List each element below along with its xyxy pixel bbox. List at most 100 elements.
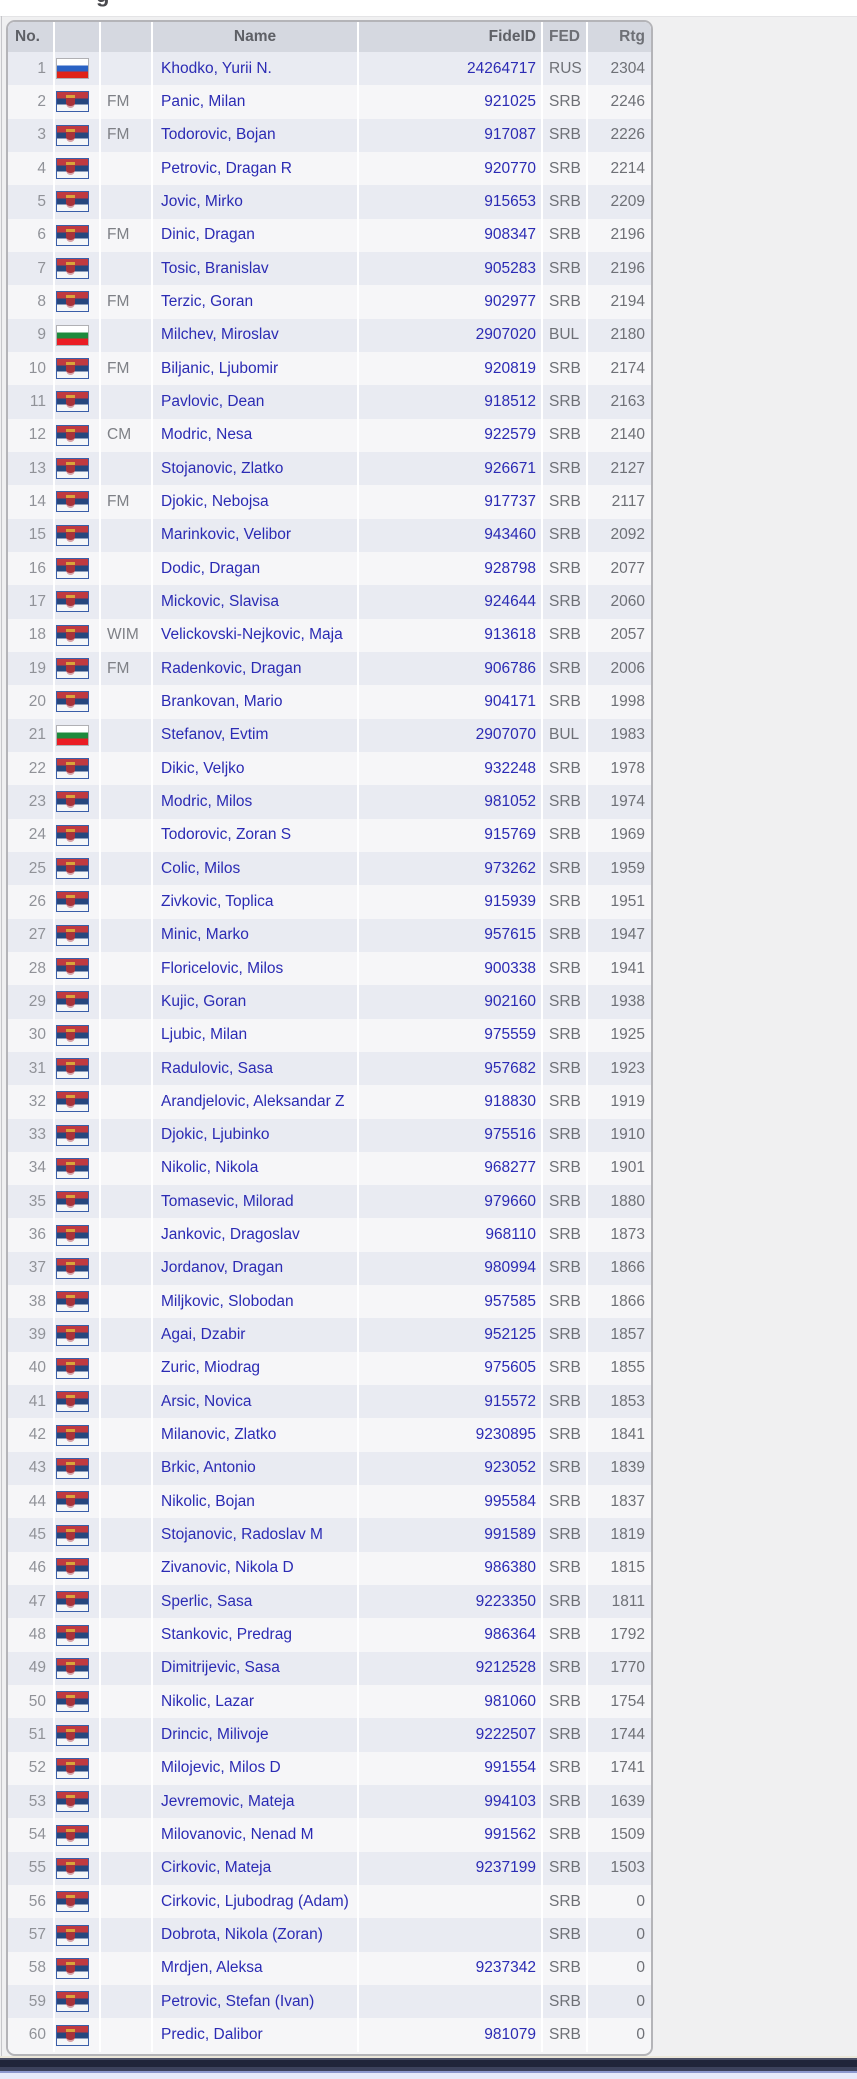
player-name-link[interactable]: Dikic, Veljko: [161, 759, 245, 777]
player-name-link[interactable]: Petrovic, Stefan (Ivan): [161, 1992, 315, 2010]
player-name-link[interactable]: Minic, Marko: [161, 926, 249, 944]
fideid-link[interactable]: 986364: [484, 1626, 536, 1644]
player-name-link[interactable]: Petrovic, Dragan R: [161, 159, 292, 177]
fideid-link[interactable]: 9237199: [475, 1859, 536, 1877]
player-name-link[interactable]: Milchev, Miroslav: [161, 326, 279, 344]
player-name-link[interactable]: Khodko, Yurii N.: [161, 59, 272, 77]
fideid-link[interactable]: 975559: [484, 1026, 536, 1044]
player-name-link[interactable]: Tomasevic, Milorad: [161, 1192, 294, 1210]
fideid-link[interactable]: 991554: [484, 1759, 536, 1777]
fideid-link[interactable]: 921025: [484, 92, 536, 110]
player-name-link[interactable]: Stankovic, Predrag: [161, 1626, 292, 1644]
player-name-link[interactable]: Mickovic, Slavisa: [161, 592, 279, 610]
player-name-link[interactable]: Colic, Milos: [161, 859, 241, 877]
fideid-link[interactable]: 915939: [484, 892, 536, 910]
fideid-link[interactable]: 952125: [484, 1326, 536, 1344]
player-name-link[interactable]: Radulovic, Sasa: [161, 1059, 274, 1077]
player-name-link[interactable]: Nikolic, Lazar: [161, 1692, 255, 1710]
player-name-link[interactable]: Ljubic, Milan: [161, 1026, 248, 1044]
fideid-link[interactable]: 902160: [484, 992, 536, 1010]
fideid-link[interactable]: 926671: [484, 459, 536, 477]
fideid-link[interactable]: 968277: [484, 1159, 536, 1177]
player-name-link[interactable]: Biljanic, Ljubomir: [161, 359, 279, 377]
fideid-link[interactable]: 915769: [484, 826, 536, 844]
fideid-link[interactable]: 9222507: [475, 1726, 536, 1744]
fideid-link[interactable]: 9237342: [475, 1959, 536, 1977]
player-name-link[interactable]: Stojanovic, Radoslav M: [161, 1526, 323, 1544]
player-name-link[interactable]: Jordanov, Dragan: [161, 1259, 284, 1277]
player-name-link[interactable]: Velickovski-Nejkovic, Maja: [161, 626, 343, 644]
fideid-link[interactable]: 24264717: [467, 59, 536, 77]
player-name-link[interactable]: Jevremovic, Mateja: [161, 1792, 295, 1810]
player-name-link[interactable]: Nikolic, Bojan: [161, 1492, 255, 1510]
fideid-link[interactable]: 995584: [484, 1492, 536, 1510]
fideid-link[interactable]: 900338: [484, 959, 536, 977]
fideid-link[interactable]: 2907070: [475, 726, 536, 744]
player-name-link[interactable]: Todorovic, Bojan: [161, 126, 276, 144]
player-name-link[interactable]: Dodic, Dragan: [161, 559, 261, 577]
fideid-link[interactable]: 913618: [484, 626, 536, 644]
fideid-link[interactable]: 9230895: [475, 1426, 536, 1444]
fideid-link[interactable]: 975605: [484, 1359, 536, 1377]
fideid-link[interactable]: 9212528: [475, 1659, 536, 1677]
fideid-link[interactable]: 980994: [484, 1259, 536, 1277]
player-name-link[interactable]: Predic, Dalibor: [161, 2026, 263, 2044]
fideid-link[interactable]: 981079: [484, 2026, 536, 2044]
fideid-link[interactable]: 902977: [484, 292, 536, 310]
fideid-link[interactable]: 920770: [484, 159, 536, 177]
fideid-link[interactable]: 968110: [485, 1226, 536, 1244]
fideid-link[interactable]: 981060: [484, 1692, 536, 1710]
player-name-link[interactable]: Milovanovic, Nenad M: [161, 1826, 314, 1844]
fideid-link[interactable]: 979660: [484, 1192, 536, 1210]
fideid-link[interactable]: 908347: [484, 226, 536, 244]
fideid-link[interactable]: 957682: [484, 1059, 536, 1077]
player-name-link[interactable]: Marinkovic, Velibor: [161, 526, 292, 544]
player-name-link[interactable]: Modric, Milos: [161, 792, 253, 810]
fideid-link[interactable]: 915572: [484, 1392, 536, 1410]
fideid-link[interactable]: 957585: [484, 1292, 536, 1310]
player-name-link[interactable]: Jovic, Mirko: [161, 192, 243, 210]
fideid-link[interactable]: 943460: [484, 526, 536, 544]
fideid-link[interactable]: 904171: [484, 692, 536, 710]
player-name-link[interactable]: Mrdjen, Aleksa: [161, 1959, 263, 1977]
player-name-link[interactable]: Miljkovic, Slobodan: [161, 1292, 294, 1310]
player-name-link[interactable]: Terzic, Goran: [161, 292, 254, 310]
player-name-link[interactable]: Milanovic, Zlatko: [161, 1426, 277, 1444]
player-name-link[interactable]: Radenkovic, Dragan: [161, 659, 302, 677]
player-name-link[interactable]: Arandjelovic, Aleksandar Z: [161, 1092, 345, 1110]
player-name-link[interactable]: Sperlic, Sasa: [161, 1592, 253, 1610]
player-name-link[interactable]: Zivanovic, Nikola D: [161, 1559, 294, 1577]
fideid-link[interactable]: 918830: [484, 1092, 536, 1110]
fideid-link[interactable]: 917087: [484, 126, 536, 144]
fideid-link[interactable]: 991589: [484, 1526, 536, 1544]
player-name-link[interactable]: Dimitrijevic, Sasa: [161, 1659, 280, 1677]
fideid-link[interactable]: 9223350: [475, 1592, 536, 1610]
player-name-link[interactable]: Zivkovic, Toplica: [161, 892, 274, 910]
fideid-link[interactable]: 905283: [484, 259, 536, 277]
player-name-link[interactable]: Jankovic, Dragoslav: [161, 1226, 300, 1244]
fideid-link[interactable]: 928798: [484, 559, 536, 577]
fideid-link[interactable]: 986380: [484, 1559, 536, 1577]
player-name-link[interactable]: Arsic, Novica: [161, 1392, 252, 1410]
fideid-link[interactable]: 923052: [484, 1459, 536, 1477]
player-name-link[interactable]: Pavlovic, Dean: [161, 392, 265, 410]
player-name-link[interactable]: Dobrota, Nikola (Zoran): [161, 1926, 323, 1944]
fideid-link[interactable]: 957615: [484, 926, 536, 944]
player-name-link[interactable]: Zuric, Miodrag: [161, 1359, 261, 1377]
fideid-link[interactable]: 932248: [484, 759, 536, 777]
player-name-link[interactable]: Drincic, Milivoje: [161, 1726, 269, 1744]
fideid-link[interactable]: 915653: [484, 192, 536, 210]
player-name-link[interactable]: Modric, Nesa: [161, 426, 253, 444]
player-name-link[interactable]: Djokic, Ljubinko: [161, 1126, 270, 1144]
fideid-link[interactable]: 922579: [484, 426, 536, 444]
player-name-link[interactable]: Djokic, Nebojsa: [161, 492, 269, 510]
player-name-link[interactable]: Nikolic, Nikola: [161, 1159, 259, 1177]
fideid-link[interactable]: 906786: [484, 659, 536, 677]
player-name-link[interactable]: Brkic, Antonio: [161, 1459, 256, 1477]
fideid-link[interactable]: 924644: [484, 592, 536, 610]
player-name-link[interactable]: Panic, Milan: [161, 92, 246, 110]
player-name-link[interactable]: Todorovic, Zoran S: [161, 826, 292, 844]
fideid-link[interactable]: 991562: [484, 1826, 536, 1844]
player-name-link[interactable]: Stefanov, Evtim: [161, 726, 269, 744]
fideid-link[interactable]: 973262: [484, 859, 536, 877]
